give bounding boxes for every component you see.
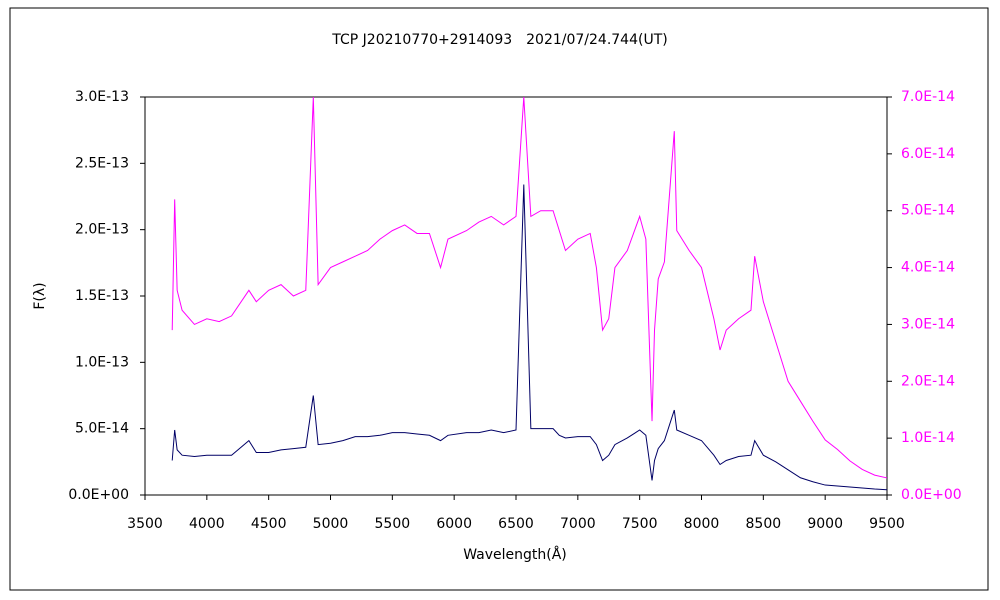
y-tick-label: 5.0E-14 xyxy=(75,421,129,437)
x-tick-label: 9500 xyxy=(869,516,905,532)
y2-tick-label: 5.0E-14 xyxy=(901,203,955,219)
x-tick-label: 8000 xyxy=(684,516,720,532)
y-tick-label: 1.0E-13 xyxy=(75,354,129,370)
y-tick-label: 2.0E-13 xyxy=(75,222,129,238)
y2-tick-label: 1.0E-14 xyxy=(901,430,955,446)
y-tick-label: 0.0E+00 xyxy=(68,487,129,503)
y2-tick-label: 3.0E-14 xyxy=(901,316,955,332)
x-tick-label: 7000 xyxy=(560,516,596,532)
x-tick-label: 3500 xyxy=(127,516,163,532)
x-tick-label: 9000 xyxy=(807,516,843,532)
y-tick-label: 3.0E-13 xyxy=(75,89,129,105)
series-line xyxy=(171,184,888,491)
chart-title: TCP J20210770+2914093 2021/07/24.744(UT) xyxy=(331,32,667,48)
y-tick-label: 2.5E-13 xyxy=(75,155,129,171)
x-tick-label: 5000 xyxy=(313,516,349,532)
y2-tick-label: 4.0E-14 xyxy=(901,260,955,276)
x-tick-label: 4000 xyxy=(189,516,225,532)
y2-tick-label: 0.0E+00 xyxy=(901,487,962,503)
x-tick-label: 5500 xyxy=(375,516,411,532)
x-tick-label: 6000 xyxy=(436,516,472,532)
y-axis-label: F(λ) xyxy=(32,282,48,309)
y2-tick-label: 2.0E-14 xyxy=(901,373,955,389)
x-tick-label: 8500 xyxy=(746,516,782,532)
y2-tick-label: 7.0E-14 xyxy=(901,89,955,105)
x-tick-label: 4500 xyxy=(251,516,287,532)
x-tick-label: 6500 xyxy=(498,516,534,532)
x-axis-label: Wavelength(Å) xyxy=(463,546,567,563)
series-line xyxy=(171,96,888,479)
y-tick-label: 1.5E-13 xyxy=(75,288,129,304)
chart-border xyxy=(9,7,989,591)
x-tick-label: 7500 xyxy=(622,516,658,532)
y2-tick-label: 6.0E-14 xyxy=(901,146,955,162)
